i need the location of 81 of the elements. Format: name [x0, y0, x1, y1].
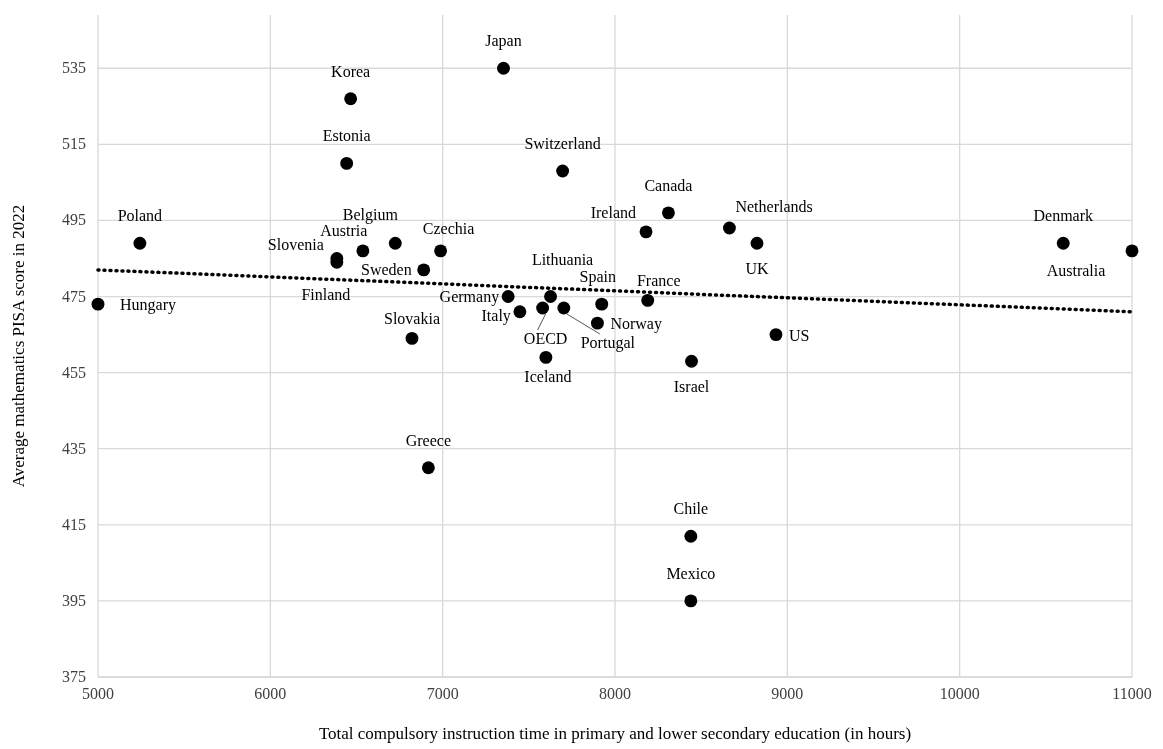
y-tick-label: 455: [62, 363, 86, 381]
y-tick-label: 435: [62, 439, 86, 457]
series-label: Switzerland: [524, 134, 601, 152]
point: [750, 236, 764, 250]
point: [497, 61, 510, 75]
series-label: Ireland: [590, 203, 637, 221]
point: [388, 236, 402, 250]
point: [685, 354, 698, 368]
series-label: Portugal: [580, 333, 636, 352]
series-label: Finland: [301, 286, 351, 304]
x-tick-label: 11000: [1112, 685, 1152, 702]
point: [513, 305, 527, 319]
point: [556, 164, 570, 178]
series-label: Norway: [610, 315, 662, 334]
point: [723, 221, 736, 235]
series-label: Spain: [579, 268, 616, 287]
point: [1056, 236, 1070, 250]
y-tick-label: 415: [62, 515, 86, 533]
point: [421, 461, 435, 475]
point: [557, 301, 571, 315]
point: [356, 244, 370, 258]
series-label: Japan: [485, 32, 522, 51]
point: [639, 225, 653, 239]
series-label: Iceland: [524, 368, 572, 386]
x-tick-label: 8000: [599, 685, 631, 702]
y-tick-label: 375: [62, 668, 86, 685]
series-label: Sweden: [361, 260, 412, 278]
y-tick-label: 395: [62, 591, 86, 609]
point: [1125, 244, 1139, 258]
point: [340, 156, 354, 170]
point: [417, 263, 431, 277]
series-label: Greece: [405, 431, 452, 449]
series-label: Mexico: [666, 564, 716, 582]
series-label: Italy: [481, 306, 511, 325]
x-tick-label: 9000: [771, 685, 804, 702]
series-label: Chile: [673, 500, 709, 518]
series-label: Estonia: [322, 127, 371, 145]
point: [590, 316, 604, 330]
series-label: OECD: [523, 329, 568, 347]
y-axis-title: Average mathematics PISA score in 2022: [9, 204, 28, 488]
point: [544, 290, 557, 303]
series-label: Denmark: [1033, 207, 1093, 225]
series-label: Slovakia: [383, 310, 440, 328]
series-label: Australia: [1046, 261, 1106, 279]
point: [133, 236, 147, 250]
y-tick-label: 475: [62, 287, 86, 305]
series-label: US: [788, 326, 810, 344]
x-tick-label: 10000: [939, 685, 980, 702]
series-label: Korea: [331, 62, 371, 80]
series-label: UK: [745, 260, 769, 278]
series-label: Netherlands: [735, 198, 813, 216]
series-label: Hungary: [120, 296, 176, 315]
series-label: Canada: [644, 176, 693, 194]
point: [344, 92, 358, 106]
x-tick-label: 5000: [82, 685, 114, 702]
point: [91, 297, 105, 311]
point: [641, 293, 655, 307]
point: [595, 297, 609, 311]
point: [684, 594, 698, 608]
point: [684, 529, 698, 543]
point: [769, 328, 783, 342]
series-label: Slovenia: [267, 236, 324, 254]
point: [405, 331, 419, 345]
point: [539, 350, 553, 364]
series-label: France: [636, 272, 681, 290]
series-label: Germany: [439, 287, 500, 306]
x-tick-label: 6000: [254, 685, 287, 702]
x-tick-label: 7000: [426, 685, 459, 702]
point: [501, 290, 515, 303]
point: [434, 244, 448, 258]
series-label: Israel: [673, 378, 710, 396]
series-label: Lithuania: [531, 250, 594, 268]
point: [536, 301, 550, 315]
y-tick-label: 495: [62, 211, 86, 229]
y-tick-label: 535: [62, 59, 86, 77]
series-label: Belgium: [342, 206, 399, 225]
series-label: Czechia: [422, 219, 475, 237]
y-tick-label: 515: [62, 135, 86, 153]
x-axis-title: Total compulsory instruction time in primary and lower secondary education (in hours): [318, 724, 912, 743]
series-label: Poland: [117, 207, 163, 225]
point: [661, 206, 675, 220]
